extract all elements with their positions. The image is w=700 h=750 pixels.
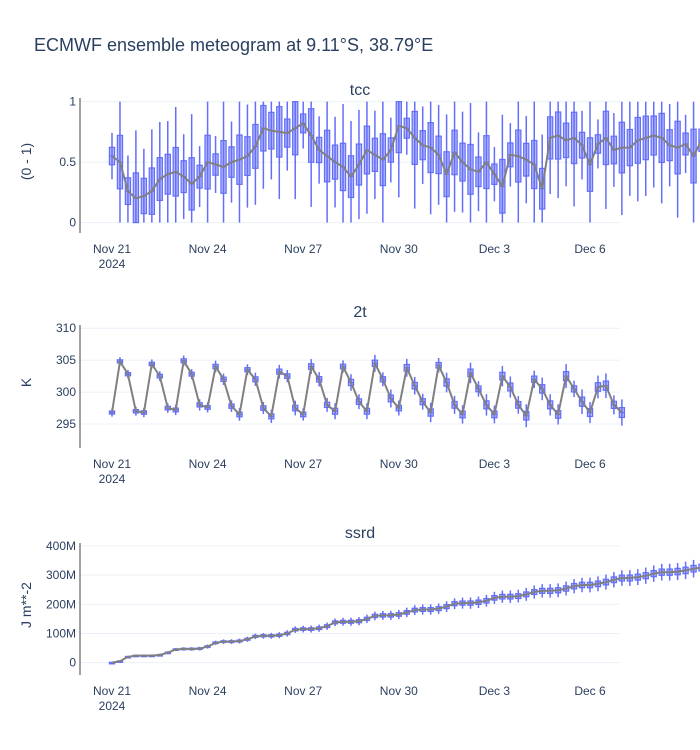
box-mark [515, 101, 522, 223]
subplot-title: ssrd [345, 525, 375, 542]
subplot-title: tcc [350, 82, 370, 99]
median-line [111, 566, 700, 664]
x-tick-label: Dec 3 [479, 457, 511, 471]
box-mark [156, 121, 163, 223]
y-axis-label: (0 - 1) [18, 143, 34, 180]
box-mark [307, 101, 315, 207]
x-tick-label: Dec 3 [479, 684, 511, 698]
x-tick-sublabel: 2024 [99, 699, 126, 713]
y-tick-label: 300 [56, 385, 76, 399]
box-mark [172, 106, 179, 223]
box-mark [395, 101, 403, 198]
box-mark [562, 101, 570, 187]
box-mark [499, 114, 506, 223]
x-tick-label: Nov 27 [284, 684, 322, 698]
box-mark [554, 101, 562, 199]
box-mark [148, 129, 156, 223]
y-tick-label: 0 [69, 216, 76, 230]
box-mark [642, 101, 649, 196]
y-tick-label: 0.5 [59, 155, 76, 169]
x-tick-label: Nov 30 [380, 684, 418, 698]
box-mark [634, 101, 642, 202]
figure-title: ECMWF ensemble meteogram at 9.11°S, 38.7… [34, 35, 433, 55]
box-mark [690, 101, 697, 223]
box-mark [531, 101, 538, 223]
x-tick-label: Nov 30 [380, 457, 418, 471]
box-mark [347, 120, 355, 223]
box-mark [276, 101, 283, 200]
box-mark [132, 130, 140, 224]
x-tick-label: Nov 21 [93, 242, 131, 256]
box-mark [260, 101, 267, 189]
box-mark [650, 101, 657, 188]
y-axis-label: K [18, 377, 34, 387]
x-tick-label: Dec 6 [574, 457, 606, 471]
box-mark [411, 101, 418, 209]
y-tick-label: 295 [56, 417, 76, 431]
box-mark [674, 101, 681, 218]
median-line [111, 122, 700, 200]
box-mark [602, 101, 610, 209]
box-mark [108, 132, 116, 180]
box-mark [323, 101, 331, 223]
x-tick-label: Nov 21 [93, 684, 131, 698]
y-tick-label: 0 [69, 656, 76, 670]
x-tick-label: Nov 24 [189, 684, 227, 698]
x-tick-label: Nov 24 [189, 457, 227, 471]
x-tick-sublabel: 2024 [99, 257, 126, 271]
subplot-title: 2t [353, 304, 367, 321]
x-tick-label: Nov 27 [284, 457, 322, 471]
y-tick-label: 1 [69, 95, 76, 109]
box-mark [164, 121, 171, 223]
box-mark [188, 114, 195, 223]
box-mark [140, 148, 148, 223]
y-tick-label: 300M [46, 568, 76, 582]
box-mark [220, 101, 227, 223]
x-tick-label: Nov 24 [189, 242, 227, 256]
box-mark [427, 101, 434, 215]
y-tick-label: 400M [46, 539, 76, 553]
box-mark [363, 101, 371, 214]
y-tick-label: 305 [56, 353, 76, 367]
x-tick-label: Dec 6 [574, 684, 606, 698]
box-mark [626, 101, 634, 196]
x-tick-label: Nov 21 [93, 457, 131, 471]
box-mark [618, 101, 626, 216]
x-tick-label: Nov 27 [284, 242, 322, 256]
y-tick-label: 310 [56, 321, 76, 335]
box-mark [292, 101, 299, 200]
x-tick-sublabel: 2024 [99, 472, 126, 486]
median-line [111, 357, 623, 419]
x-tick-label: Dec 6 [574, 242, 606, 256]
y-tick-label: 100M [46, 626, 76, 640]
box-mark [268, 101, 275, 180]
x-tick-label: Dec 3 [479, 242, 511, 256]
box-mark [252, 101, 259, 205]
box-mark [467, 102, 474, 223]
box-mark [339, 103, 347, 223]
box-mark [658, 101, 665, 204]
box-mark [236, 101, 243, 223]
box-mark [570, 101, 578, 207]
y-tick-label: 200M [46, 597, 76, 611]
box-mark [284, 101, 291, 171]
box-mark [379, 101, 387, 223]
y-axis-label: J m**-2 [18, 582, 34, 628]
x-tick-label: Nov 30 [380, 242, 418, 256]
